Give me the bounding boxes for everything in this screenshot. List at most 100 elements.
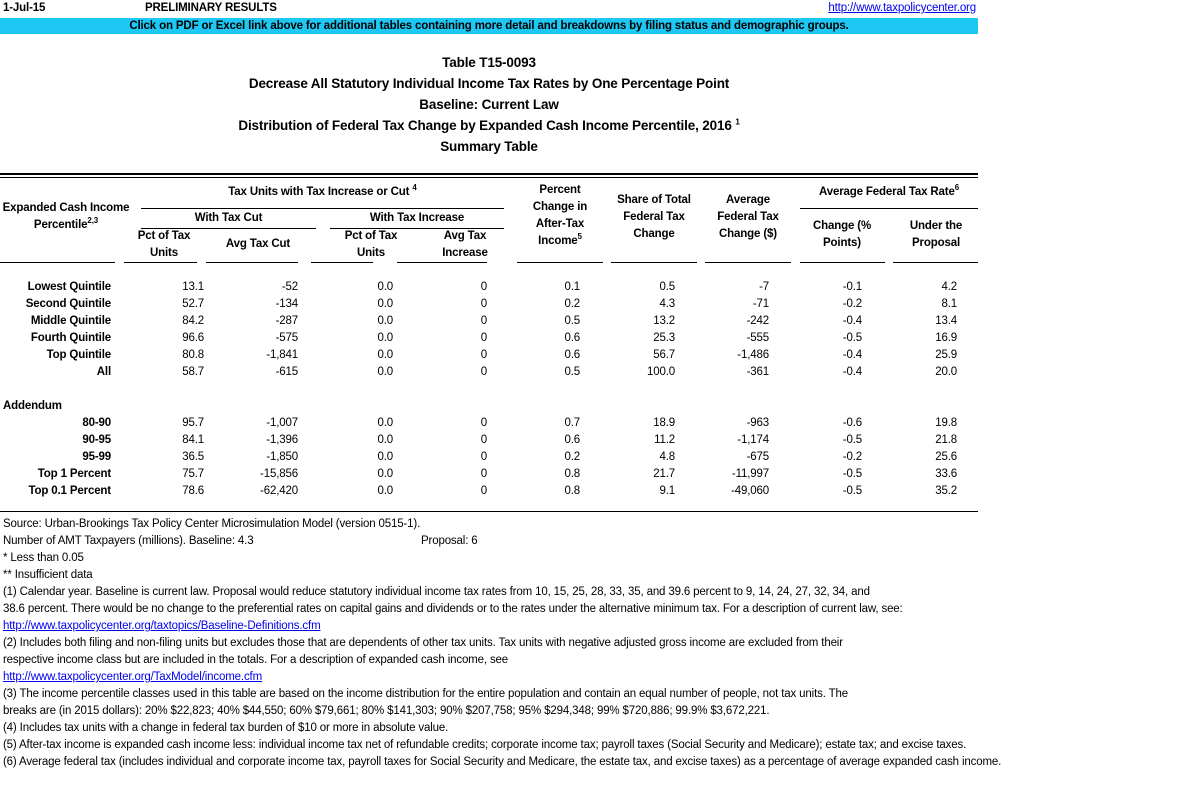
col-header-text: Tax Units with Tax Increase or Cut [228,186,410,198]
cell-rate-proposal: 25.9 [935,349,957,361]
cell-share-of-change: 13.2 [653,315,675,327]
title-line1: Decrease All Statutory Individual Income… [248,76,730,91]
col-header-pct-change: Percent Change in After-Tax Income5 [517,182,603,250]
cell-increase-avg: 0 [480,298,487,310]
cell-cut-avg: -615 [275,366,299,378]
cell-row-label: Fourth Quintile [30,332,111,344]
col-header-text: Proposal [911,237,960,249]
cell-increase-avg: 0 [480,485,487,497]
cell-pct-change-after-tax: 0.5 [564,366,580,378]
cell-cut-pct: 36.5 [182,451,204,463]
baseline-definitions-link[interactable]: http://www.taxpolicycenter.org/taxtopics… [3,620,321,632]
cell-cut-pct: 84.2 [182,315,204,327]
cell-share-of-change: 0.5 [659,281,675,293]
cell-cut-avg: -1,007 [266,417,298,429]
cell-increase-pct: 0.0 [377,468,393,480]
cell-cut-avg: -134 [275,298,299,310]
cell-increase-pct: 0.0 [377,366,393,378]
top-rule [0,173,978,175]
site-link[interactable]: http://www.taxpolicycenter.org [828,2,976,14]
footnote-ref: 5 [577,232,582,242]
column-underline [124,262,197,263]
cell-cut-pct: 13.1 [182,281,204,293]
column-underline [517,262,603,263]
cell-rate-change: -0.2 [842,451,862,463]
cell-rate-proposal: 8.1 [941,298,957,310]
cell-cut-pct: 78.6 [182,485,204,497]
cell-row-label: 90-95 [82,434,111,446]
top-rule-2 [0,177,978,178]
cell-row-label: Middle Quintile [30,315,111,327]
cell-share-of-change: 18.9 [653,417,675,429]
cell-rate-proposal: 20.0 [935,366,957,378]
footnote-ref: 4 [412,183,417,193]
col-header-text: Pct of Tax [137,230,191,242]
cell-avg-tax-change: -71 [752,298,769,310]
cell-rate-change: -0.6 [842,417,862,429]
cell-cut-pct: 52.7 [182,298,204,310]
col-header-text: Percent [539,184,581,196]
cell-avg-tax-change: -11,997 [731,468,769,480]
note-4: (4) Includes tax units with a change in … [3,722,449,734]
cell-share-of-change: 4.8 [659,451,675,463]
amt-proposal: Proposal: 6 [421,535,478,547]
note-5: (5) After-tax income is expanded cash in… [3,739,967,751]
cell-pct-change-after-tax: 0.2 [564,451,580,463]
col-header-text: Change (% [812,220,872,232]
cell-increase-pct: 0.0 [377,298,393,310]
cell-avg-tax-change: -1,174 [737,434,769,446]
col-header-text: After-Tax [535,218,585,230]
col-header-avg-change: Average Federal Tax Change ($) [705,192,791,243]
col-header-rate-change: Change (% Points) [799,218,885,252]
cell-rate-change: -0.4 [842,366,862,378]
col-header-text: Units [149,247,178,259]
col-header-text: Avg Tax [443,230,487,242]
cut-rule [141,228,316,229]
col-header-text: Average Federal Tax Rate [818,186,955,198]
col-header-rate-proposal: Under the Proposal [893,218,979,252]
column-underline [397,262,487,263]
cell-row-label: Top 0.1 Percent [28,485,111,497]
footnote-ref: 6 [954,183,960,193]
cell-row-label: Top 1 Percent [37,468,111,480]
cell-pct-change-after-tax: 0.6 [564,349,580,361]
note-6: (6) Average federal tax (includes indivi… [3,756,1002,768]
note-1-cont: 38.6 percent. There would be no change t… [3,603,903,615]
addendum-label: Addendum [3,400,62,412]
cell-share-of-change: 4.3 [659,298,675,310]
cell-rate-proposal: 13.4 [935,315,957,327]
cell-pct-change-after-tax: 0.8 [564,468,580,480]
col-header-text: Average [726,194,770,206]
cell-share-of-change: 11.2 [654,434,675,446]
cell-increase-pct: 0.0 [377,434,393,446]
cell-cut-avg: -1,841 [266,349,298,361]
column-underline [311,262,373,263]
cell-row-label: 80-90 [82,417,111,429]
cell-rate-proposal: 33.6 [935,468,957,480]
column-underline [800,262,885,263]
cell-increase-avg: 0 [480,315,487,327]
group-rule [141,208,504,209]
col-header-text: Income [538,235,578,247]
note-star2: ** Insufficient data [3,569,93,581]
column-underline [611,262,697,263]
cell-row-label: All [96,366,111,378]
column-underline [0,262,115,263]
col-header-text: Federal Tax [623,211,685,223]
cell-cut-avg: -1,850 [266,451,298,463]
note-2: (2) Includes both filing and non-filing … [3,637,843,649]
cell-rate-change: -0.4 [842,349,862,361]
cell-rate-proposal: 21.8 [935,434,957,446]
title-line3-text: Distribution of Federal Tax Change by Ex… [238,118,732,133]
note-1: (1) Calendar year. Baseline is current l… [3,586,870,598]
cell-cut-pct: 96.6 [182,332,204,344]
cell-rate-change: -0.5 [842,485,862,497]
cell-row-label: 95-99 [82,451,111,463]
cell-rate-change: -0.1 [842,281,862,293]
amt-note: Number of AMT Taxpayers (millions). Base… [3,535,254,547]
col-header-text: Pct of Tax [344,230,398,242]
cell-increase-avg: 0 [480,468,487,480]
title-line3: Distribution of Federal Tax Change by Ex… [0,118,978,133]
income-definition-link[interactable]: http://www.taxpolicycenter.org/TaxModel/… [3,671,263,683]
cell-cut-avg: -287 [275,315,299,327]
